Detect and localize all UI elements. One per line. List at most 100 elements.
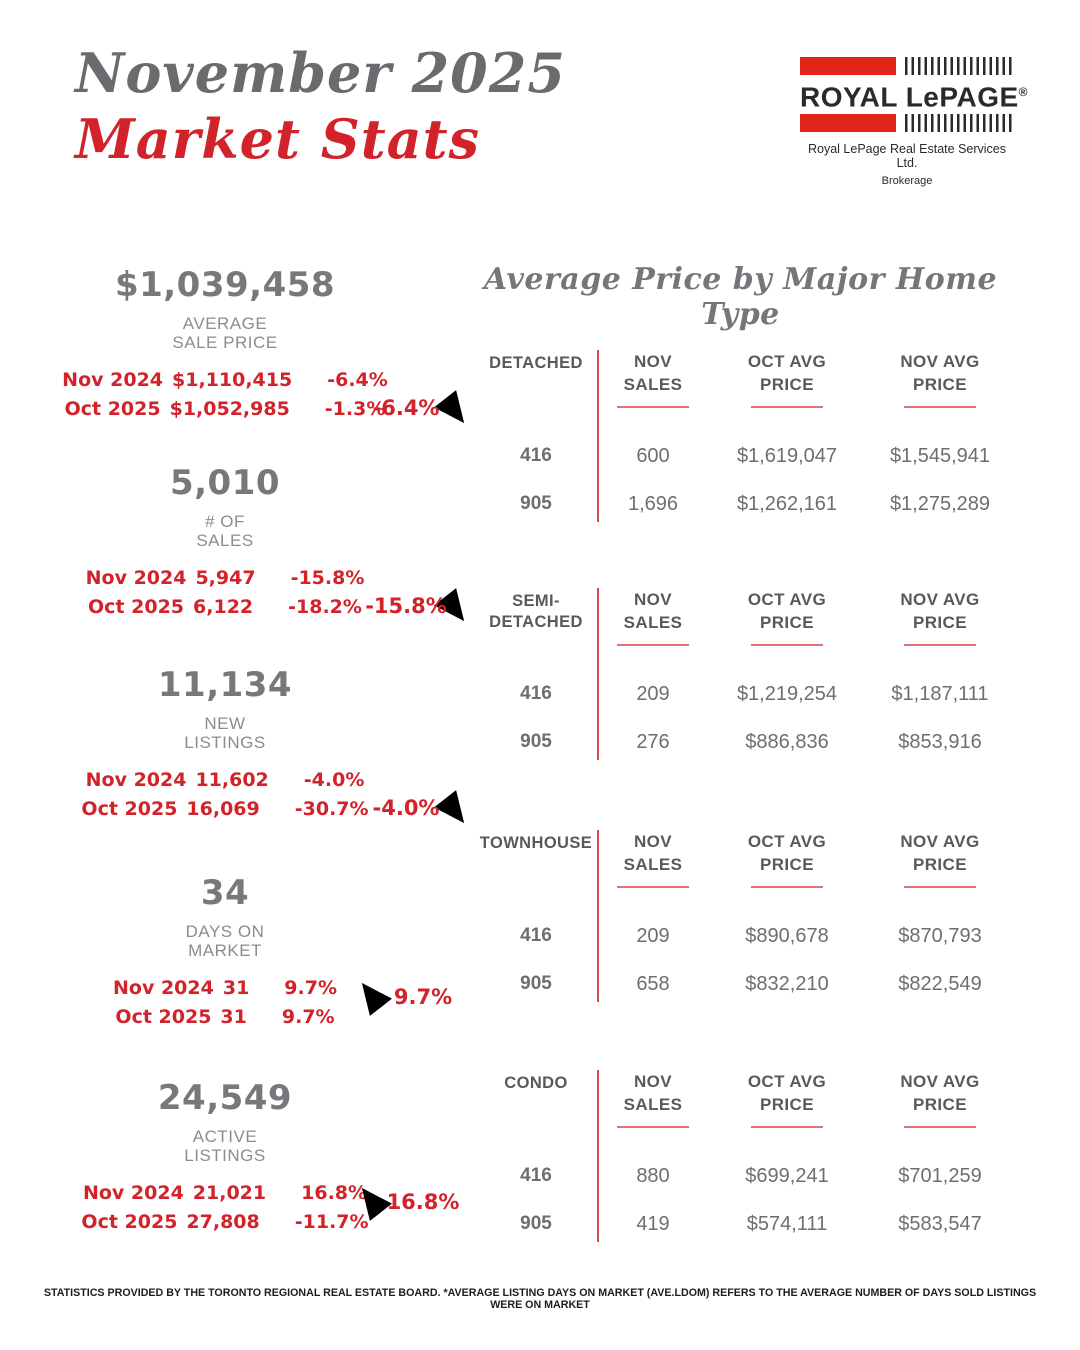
nov-sales-value: 600	[636, 444, 670, 467]
nov-sales-value: 209	[636, 924, 670, 947]
comparison-value: $1,052,985	[169, 398, 290, 420]
header-underline	[751, 886, 823, 888]
stat-label: AVERAGE SALE PRICE	[172, 314, 278, 352]
stat-value: 5,010	[169, 463, 281, 503]
column-header-nov-avg-price: NOV AVG PRICE	[865, 348, 1015, 408]
logo-red-bar-icon	[800, 114, 896, 133]
area-code: 416	[520, 445, 552, 466]
trend-arrow-badge: -4.0%	[358, 760, 468, 838]
badge-percent: -6.4%	[372, 396, 440, 420]
comparison-value: 31	[222, 977, 250, 999]
nov-sales-value: 1,696	[627, 492, 679, 515]
nov-avg-price-value: $701,259	[898, 1164, 982, 1187]
nov-sales-value: 880	[636, 1164, 670, 1187]
comparison-period: Nov 2024	[85, 567, 187, 589]
trend-chevron-icon	[301, 375, 318, 386]
section-detached: DETACHED NOV SALES OCT AVG PRICE NOV AVG PR…	[475, 348, 1015, 528]
stat-block-new-listings: 11,134 NEW LISTINGS Nov 2024 11,602 -4.0%…	[40, 665, 468, 832]
badge-percent: -4.0%	[372, 796, 440, 820]
header-underline	[904, 1126, 976, 1128]
comparison-percent: -11.7%	[294, 1211, 369, 1233]
trend-chevron-icon	[258, 983, 275, 994]
oct-avg-price-value: $574,111	[746, 1212, 828, 1235]
comparison-percent: -30.7%	[294, 798, 369, 820]
stat-label: NEW LISTINGS	[184, 714, 266, 752]
logo-wordmark: ROYAL LePAGE®	[800, 81, 1028, 113]
stat-label: DAYS ON MARKET	[185, 922, 265, 960]
comparison-value: $1,110,415	[172, 369, 293, 391]
section-divider	[597, 350, 599, 522]
stat-comparisons: Nov 2024 $1,110,415 -6.4% Oct 2025 $1,05…	[40, 369, 410, 420]
header-underline	[751, 406, 823, 408]
header-underline	[617, 1126, 689, 1128]
logo-top-bar	[800, 57, 1014, 75]
trend-arrow-badge: 16.8%	[358, 1173, 468, 1251]
comparison-value: 11,602	[195, 769, 269, 791]
nov-avg-price-value: $870,793	[898, 924, 982, 947]
oct-avg-price-value: $699,241	[745, 1164, 829, 1187]
home-type-label: TOWNHOUSE	[479, 834, 593, 852]
comparison-percent: -18.2%	[288, 596, 362, 618]
comparison-percent: -15.8%	[290, 567, 365, 589]
oct-avg-price-value: $1,262,161	[736, 492, 838, 515]
stat-comparisons: Nov 2024 21,021 16.8% Oct 2025 27,808 -1…	[40, 1182, 410, 1233]
stat-block-average-sale-price: $1,039,458 AVERAGE SALE PRICE Nov 2024 $1…	[40, 265, 468, 432]
logo-company-name: Royal LePage Real Estate Services Ltd.	[807, 142, 1007, 171]
stat-comparisons: Nov 2024 31 9.7% Oct 2025 31 9.7%	[40, 977, 410, 1028]
nov-sales-value: 658	[636, 972, 670, 995]
badge-percent: 9.7%	[393, 985, 453, 1009]
comparison-row: Oct 2025 27,808 -11.7%	[40, 1211, 410, 1233]
badge-percent: 16.8%	[386, 1190, 460, 1214]
comparison-period: Oct 2025	[88, 596, 185, 618]
page-title-subject: Market Stats	[75, 107, 481, 171]
oct-avg-price-value: $1,219,254	[736, 682, 838, 705]
disclaimer-text: STATISTICS PROVIDED BY THE TORONTO REGIO…	[43, 1287, 1037, 1311]
royal-lepage-logo: ROYAL LePAGE® Royal LePage Real Estate S…	[800, 57, 1028, 187]
column-header-nov-avg-price: NOV AVG PRICE	[865, 586, 1015, 646]
comparison-percent: 9.7%	[284, 977, 337, 999]
comparison-value: 21,021	[192, 1182, 267, 1204]
comparison-period: Oct 2025	[81, 1211, 178, 1233]
column-header-oct-avg-price: OCT AVG PRICE	[709, 586, 865, 646]
trend-arrow-badge: 9.7%	[358, 968, 468, 1046]
comparison-period: Oct 2025	[64, 398, 161, 420]
nov-avg-price-value: $853,916	[898, 730, 982, 753]
header-underline	[904, 644, 976, 646]
comparison-period: Nov 2024	[82, 1182, 184, 1204]
column-header-nov-sales: NOV SALES	[597, 1068, 709, 1128]
trend-chevron-icon	[299, 404, 316, 415]
area-code: 416	[520, 925, 552, 946]
comparison-row: Oct 2025 $1,052,985 -1.3%	[40, 398, 410, 420]
logo-stripes-icon	[905, 114, 1014, 133]
nov-avg-price-value: $1,187,111	[891, 682, 989, 705]
header-underline	[904, 406, 976, 408]
nov-avg-price-value: $583,547	[898, 1212, 982, 1235]
stat-value: 11,134	[157, 665, 293, 705]
comparison-percent: -1.3%	[324, 398, 386, 420]
trend-chevron-icon	[269, 1217, 286, 1228]
section-divider	[597, 830, 599, 1002]
oct-avg-price-value: $832,210	[745, 972, 829, 995]
header-underline	[751, 1126, 823, 1128]
column-header-nov-sales: NOV SALES	[597, 828, 709, 888]
area-code: 416	[520, 683, 552, 704]
section-semi-detached: SEMI- DETACHED NOV SALES OCT AVG PRICE NOV …	[475, 586, 1015, 766]
column-header-nov-avg-price: NOV AVG PRICE	[865, 1068, 1015, 1128]
header-underline	[904, 886, 976, 888]
column-header-oct-avg-price: OCT AVG PRICE	[709, 828, 865, 888]
stat-value: 24,549	[157, 1078, 293, 1118]
comparison-percent: 9.7%	[281, 1006, 335, 1028]
nov-sales-value: 276	[636, 730, 670, 753]
stat-block-number-of-sales: 5,010 # OF SALES Nov 2024 5,947 -15.8% Oc…	[40, 463, 468, 630]
registered-trademark-icon: ®	[1018, 85, 1028, 99]
nov-sales-value: 209	[636, 682, 670, 705]
area-code: 905	[520, 493, 552, 514]
comparison-value: 16,069	[186, 798, 260, 820]
section-divider	[597, 588, 599, 760]
logo-bottom-bar	[800, 114, 1014, 133]
column-header-nov-sales: NOV SALES	[597, 586, 709, 646]
oct-avg-price-value: $886,836	[745, 730, 829, 753]
stat-block-active-listings: 24,549 ACTIVE LISTINGS Nov 2024 21,021 16…	[40, 1078, 460, 1233]
area-code: 905	[520, 731, 552, 752]
stat-value: $1,039,458	[114, 265, 336, 305]
